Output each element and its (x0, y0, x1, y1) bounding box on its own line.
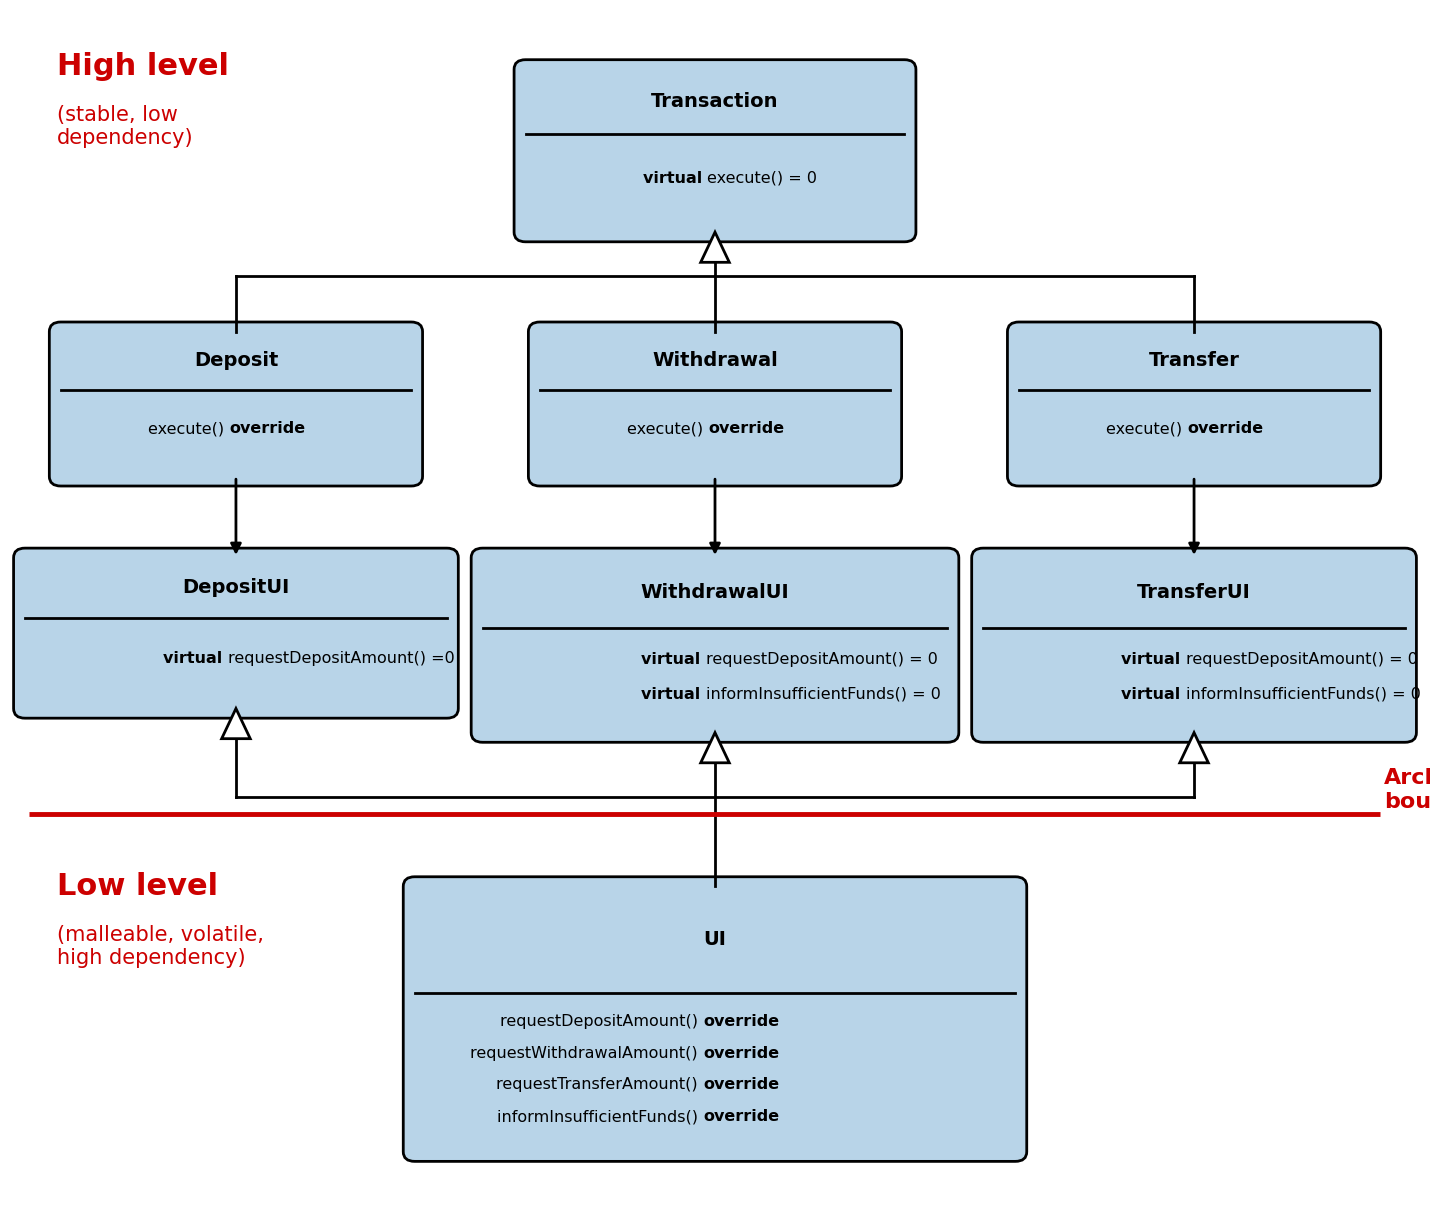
FancyBboxPatch shape (529, 322, 902, 486)
Text: requestDepositAmount() = 0: requestDepositAmount() = 0 (706, 651, 938, 667)
FancyBboxPatch shape (50, 322, 423, 486)
Text: virtual: virtual (1121, 686, 1185, 702)
Text: TransferUI: TransferUI (1137, 584, 1251, 602)
Text: virtual: virtual (641, 686, 706, 702)
FancyBboxPatch shape (472, 548, 960, 742)
Text: execute(): execute() (147, 421, 229, 437)
Text: requestDepositAmount() =0: requestDepositAmount() =0 (227, 651, 455, 666)
Text: virtual: virtual (1121, 651, 1185, 667)
Text: virtual: virtual (642, 171, 708, 186)
Polygon shape (222, 709, 250, 738)
Text: override: override (1187, 421, 1263, 437)
Text: Transfer: Transfer (1148, 351, 1240, 370)
Text: execute(): execute() (626, 421, 708, 437)
Text: WithdrawalUI: WithdrawalUI (641, 584, 789, 602)
Text: override: override (708, 421, 784, 437)
Text: override: override (229, 421, 305, 437)
Polygon shape (701, 232, 729, 263)
Text: requestDepositAmount() = 0: requestDepositAmount() = 0 (1185, 651, 1417, 667)
Text: Architectural
boundary: Architectural boundary (1384, 768, 1430, 812)
FancyBboxPatch shape (972, 548, 1416, 742)
Text: virtual: virtual (641, 651, 706, 667)
Text: execute(): execute() (1105, 421, 1187, 437)
Text: Withdrawal: Withdrawal (652, 351, 778, 370)
Text: override: override (704, 1110, 779, 1124)
Text: Low level: Low level (57, 872, 219, 901)
Text: UI: UI (704, 930, 726, 949)
Text: High level: High level (57, 52, 229, 81)
Polygon shape (1180, 732, 1208, 763)
Text: Transaction: Transaction (651, 93, 779, 111)
Polygon shape (701, 732, 729, 763)
Text: informInsufficientFunds() = 0: informInsufficientFunds() = 0 (706, 686, 941, 702)
Text: execute() = 0: execute() = 0 (708, 171, 818, 186)
FancyBboxPatch shape (14, 548, 458, 719)
Text: DepositUI: DepositUI (183, 579, 290, 597)
FancyBboxPatch shape (1007, 322, 1381, 486)
FancyBboxPatch shape (403, 877, 1027, 1161)
Text: (malleable, volatile,
high dependency): (malleable, volatile, high dependency) (57, 925, 265, 968)
Text: override: override (704, 1046, 779, 1060)
Text: Deposit: Deposit (193, 351, 279, 370)
Text: requestWithdrawalAmount(): requestWithdrawalAmount() (470, 1046, 704, 1060)
FancyBboxPatch shape (515, 59, 917, 241)
Text: override: override (704, 1077, 779, 1093)
Text: override: override (704, 1014, 779, 1029)
Text: requestTransferAmount(): requestTransferAmount() (496, 1077, 704, 1093)
Text: informInsufficientFunds(): informInsufficientFunds() (496, 1110, 704, 1124)
Text: requestDepositAmount(): requestDepositAmount() (500, 1014, 704, 1029)
Text: (stable, low
dependency): (stable, low dependency) (57, 105, 194, 148)
Text: virtual: virtual (163, 651, 227, 666)
Text: informInsufficientFunds() = 0: informInsufficientFunds() = 0 (1185, 686, 1420, 702)
